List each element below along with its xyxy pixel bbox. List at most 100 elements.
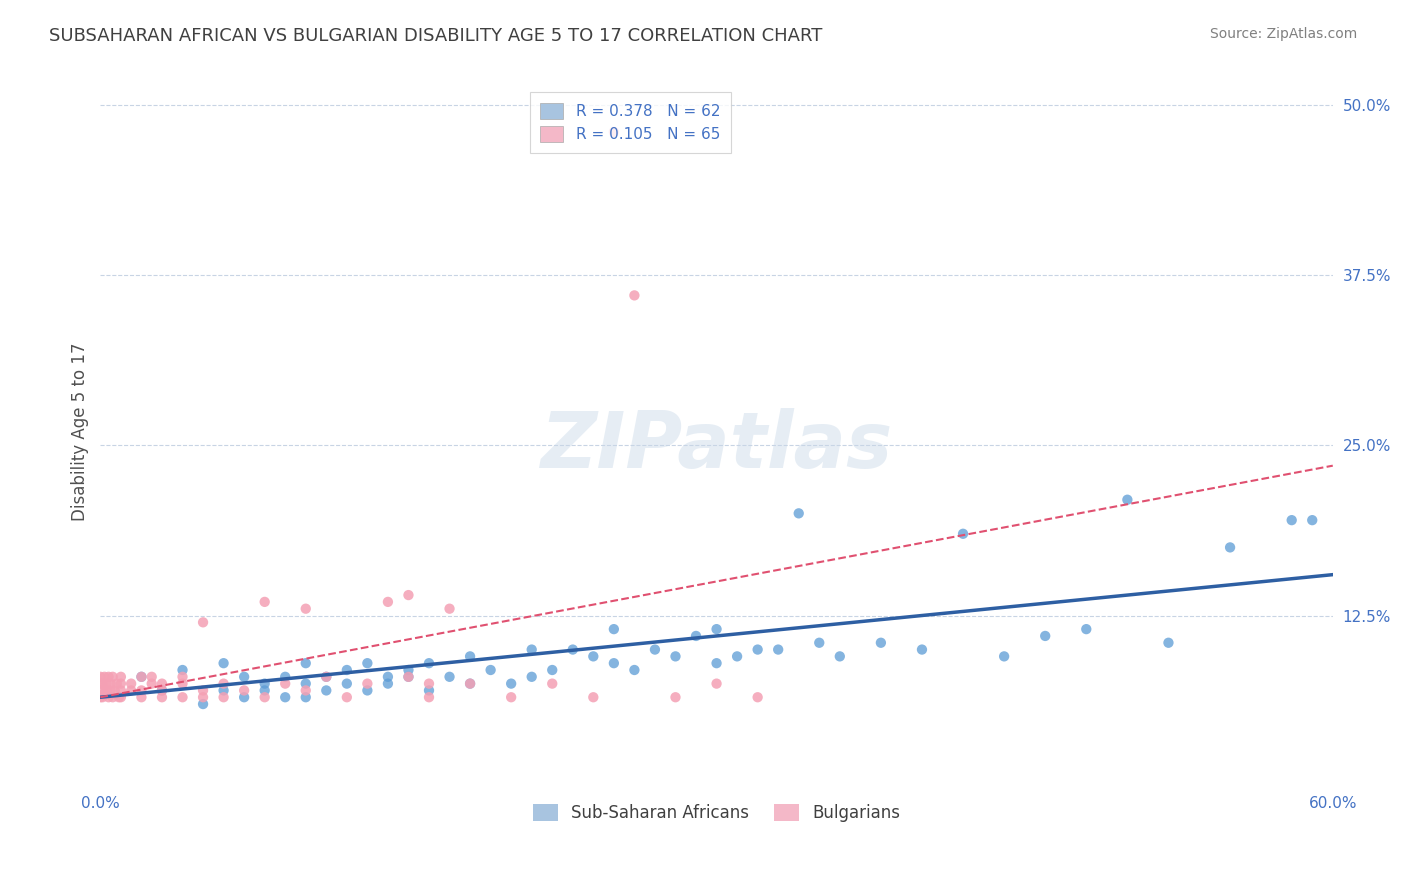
Point — [315, 670, 337, 684]
Point — [253, 683, 276, 698]
Point — [131, 690, 153, 705]
Point — [398, 670, 420, 684]
Point — [356, 676, 378, 690]
Point — [110, 676, 132, 690]
Point — [212, 676, 235, 690]
Point — [105, 676, 128, 690]
Point — [150, 676, 173, 690]
Point — [1033, 629, 1056, 643]
Point — [1281, 513, 1303, 527]
Point — [110, 670, 132, 684]
Point — [623, 663, 645, 677]
Point — [828, 649, 851, 664]
Point — [131, 670, 153, 684]
Point — [458, 649, 481, 664]
Point — [97, 670, 120, 684]
Point — [253, 595, 276, 609]
Point — [685, 629, 707, 643]
Point — [439, 601, 461, 615]
Point — [479, 663, 502, 677]
Y-axis label: Disability Age 5 to 17: Disability Age 5 to 17 — [72, 343, 89, 521]
Point — [120, 676, 142, 690]
Point — [141, 670, 163, 684]
Point — [706, 656, 728, 670]
Point — [356, 683, 378, 698]
Point — [191, 690, 214, 705]
Point — [377, 595, 399, 609]
Point — [747, 690, 769, 705]
Point — [603, 656, 626, 670]
Point — [398, 588, 420, 602]
Point — [1219, 541, 1241, 555]
Point — [191, 615, 214, 630]
Point — [91, 676, 114, 690]
Point — [233, 670, 256, 684]
Point — [336, 690, 359, 705]
Point — [172, 690, 194, 705]
Point — [356, 656, 378, 670]
Point — [91, 690, 114, 705]
Point — [501, 676, 523, 690]
Point — [294, 690, 316, 705]
Point — [172, 670, 194, 684]
Point — [315, 683, 337, 698]
Point — [141, 676, 163, 690]
Point — [725, 649, 748, 664]
Point — [336, 663, 359, 677]
Point — [104, 683, 127, 698]
Point — [623, 288, 645, 302]
Point — [89, 670, 111, 684]
Point — [377, 676, 399, 690]
Point — [101, 670, 124, 684]
Legend: Sub-Saharan Africans, Bulgarians: Sub-Saharan Africans, Bulgarians — [522, 793, 912, 834]
Point — [212, 656, 235, 670]
Point — [561, 642, 583, 657]
Point — [101, 690, 124, 705]
Point — [644, 642, 666, 657]
Point — [439, 670, 461, 684]
Point — [582, 690, 605, 705]
Point — [110, 690, 132, 705]
Point — [993, 649, 1015, 664]
Point — [520, 642, 543, 657]
Point — [952, 526, 974, 541]
Point — [315, 670, 337, 684]
Point — [520, 670, 543, 684]
Point — [212, 690, 235, 705]
Point — [100, 676, 122, 690]
Point — [398, 670, 420, 684]
Point — [501, 690, 523, 705]
Point — [172, 676, 194, 690]
Text: SUBSAHARAN AFRICAN VS BULGARIAN DISABILITY AGE 5 TO 17 CORRELATION CHART: SUBSAHARAN AFRICAN VS BULGARIAN DISABILI… — [49, 27, 823, 45]
Point — [458, 676, 481, 690]
Point — [747, 642, 769, 657]
Point — [97, 690, 120, 705]
Point — [1076, 622, 1098, 636]
Point — [870, 636, 893, 650]
Point — [541, 663, 564, 677]
Point — [96, 676, 118, 690]
Point — [766, 642, 789, 657]
Point — [458, 676, 481, 690]
Point — [398, 663, 420, 677]
Point — [253, 676, 276, 690]
Point — [172, 663, 194, 677]
Point — [787, 506, 810, 520]
Point — [603, 622, 626, 636]
Point — [274, 690, 297, 705]
Point — [294, 601, 316, 615]
Point — [89, 690, 111, 705]
Point — [96, 683, 118, 698]
Point — [110, 683, 132, 698]
Point — [706, 676, 728, 690]
Point — [89, 676, 111, 690]
Point — [150, 690, 173, 705]
Point — [1301, 513, 1323, 527]
Point — [808, 636, 831, 650]
Point — [212, 683, 235, 698]
Point — [664, 690, 686, 705]
Point — [100, 683, 122, 698]
Point — [131, 670, 153, 684]
Point — [706, 622, 728, 636]
Point — [418, 656, 440, 670]
